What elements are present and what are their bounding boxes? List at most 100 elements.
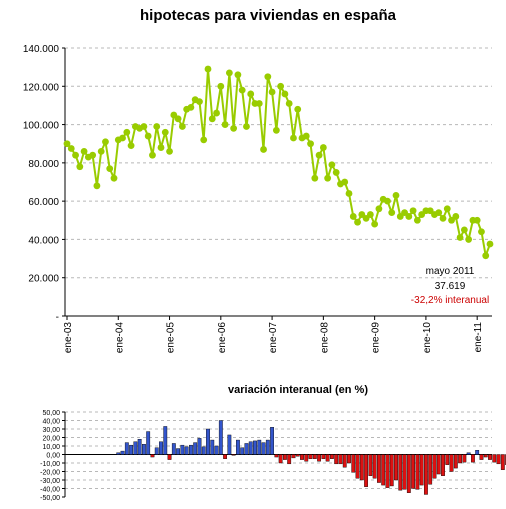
bar (188, 444, 193, 455)
data-point (473, 216, 481, 224)
x-tick-label: ene-04 (114, 322, 125, 354)
bar (449, 454, 454, 472)
bar (300, 454, 304, 460)
bar (274, 454, 279, 458)
x-tick-label: ene-03 (63, 322, 74, 354)
data-point (243, 123, 250, 130)
chart-title: hipotecas para viviendas en españa (140, 7, 397, 24)
bar (124, 442, 129, 455)
bar (342, 454, 347, 468)
data-point (460, 226, 468, 234)
data-point (315, 151, 323, 159)
bar (244, 443, 249, 455)
data-point (345, 190, 353, 197)
bar (218, 420, 223, 455)
data-point (260, 146, 267, 153)
bar (479, 454, 484, 460)
bar (210, 439, 215, 455)
bar (248, 441, 253, 455)
data-point (221, 121, 229, 128)
annotation-change: -32,2% interanual (411, 295, 489, 306)
data-point (349, 213, 357, 220)
latest-value-annotation: mayo 2011 37.619 -32,2% interanual (411, 266, 489, 306)
data-point (486, 240, 494, 248)
bar (471, 454, 475, 463)
data-point (187, 103, 195, 111)
bar (466, 452, 471, 455)
y-tick-label: -40,00 (40, 487, 60, 494)
data-point (341, 178, 349, 186)
bar (116, 452, 121, 455)
x-tick-label: ene-05 (166, 322, 177, 354)
bar (355, 454, 360, 479)
data-point (230, 124, 238, 132)
bar (453, 454, 458, 469)
data-point (174, 115, 182, 123)
y-tick-label: 80.000 (28, 159, 59, 170)
y-tick-label: 40,00 (42, 419, 60, 426)
annotation-value: 37.619 (435, 281, 466, 292)
bar (368, 454, 373, 476)
bar (359, 454, 364, 481)
data-point (72, 151, 79, 159)
bar (240, 447, 245, 455)
data-point (366, 211, 374, 218)
data-point (140, 123, 148, 130)
bar (163, 426, 168, 455)
y-tick-label: 0,00 (46, 453, 60, 460)
data-point (161, 128, 169, 136)
bar (176, 448, 181, 455)
bar (261, 442, 266, 455)
data-point (119, 134, 126, 142)
bar (291, 454, 296, 459)
data-point (272, 126, 280, 134)
data-point (97, 147, 105, 155)
data-point (234, 71, 242, 79)
y-tick-label: 140.000 (23, 44, 60, 55)
data-point (456, 234, 464, 241)
bar (231, 454, 236, 456)
bar (492, 454, 497, 463)
bar (137, 439, 142, 455)
bar (377, 454, 381, 483)
bar (436, 454, 441, 475)
bar (496, 454, 501, 465)
data-point (311, 174, 319, 182)
data-point (63, 140, 71, 148)
bar (180, 444, 185, 455)
data-point (217, 82, 225, 90)
yoy-change-bar-chart: variación interanual (en %) -50,00-40,00… (40, 384, 506, 502)
bar (129, 444, 134, 455)
data-point (127, 142, 135, 150)
data-point (196, 98, 203, 105)
y-tick-label: 120.000 (23, 82, 60, 93)
data-point (102, 138, 109, 146)
bar (146, 431, 151, 455)
bar (235, 439, 240, 455)
data-point (238, 86, 246, 94)
data-point (144, 132, 152, 140)
annotation-date: mayo 2011 (426, 266, 475, 277)
bar (317, 454, 321, 462)
bar (428, 454, 433, 485)
data-point (478, 228, 485, 236)
bar (415, 454, 420, 490)
bar (398, 454, 403, 491)
bar (389, 454, 394, 487)
data-point (452, 213, 460, 220)
bar (458, 454, 462, 464)
bar (364, 454, 368, 487)
bar (270, 427, 274, 455)
data-point (307, 140, 314, 148)
data-point (264, 73, 272, 81)
y-tick-label: - (56, 312, 59, 323)
mortgage-line-chart: hipotecas para viviendas en españa - 20.0… (23, 7, 494, 353)
data-point (443, 205, 451, 213)
data-point (409, 207, 417, 215)
data-point (388, 209, 396, 217)
bar (253, 440, 257, 455)
data-point (123, 128, 131, 136)
bar (441, 454, 445, 476)
data-point (247, 90, 255, 98)
